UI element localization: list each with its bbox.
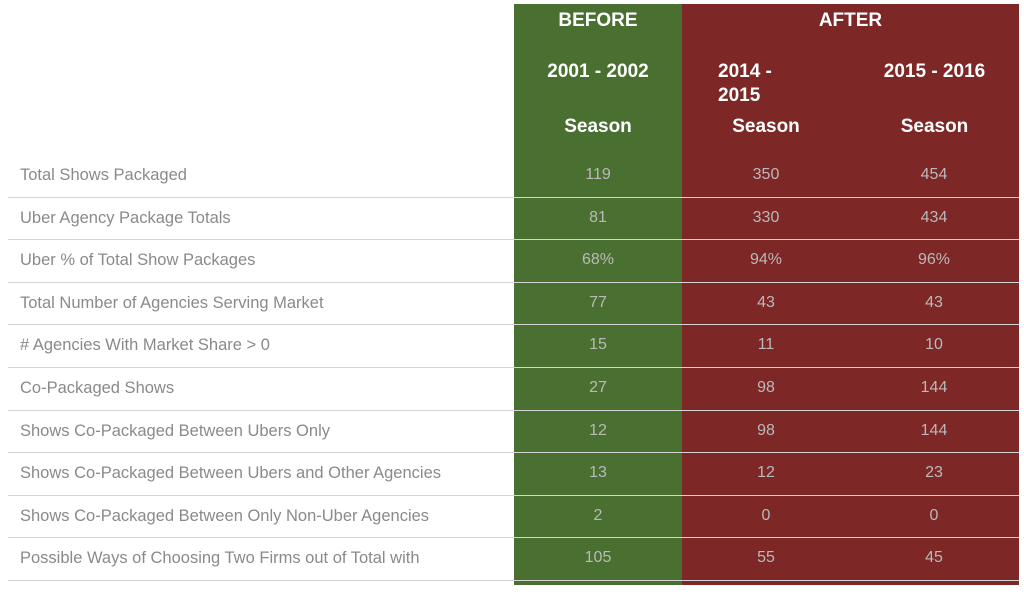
- row-label: Uber Agency Package Totals: [20, 209, 231, 227]
- table-cell: 350: [752, 166, 780, 183]
- table-row: Total Shows Packaged 119 350 454: [0, 154, 1024, 196]
- table-cell: 43: [757, 294, 775, 311]
- table-row: Uber Agency Package Totals 81 330 434: [0, 197, 1024, 239]
- row-label: Total Number of Agencies Serving Market: [20, 294, 324, 312]
- table-cell: 11: [757, 336, 775, 353]
- table-row: Shows Co-Packaged Between Only Non-Uber …: [0, 495, 1024, 537]
- table-cell: 144: [920, 422, 948, 439]
- table-cell: 98: [757, 379, 775, 396]
- table-cell: 330: [752, 209, 780, 226]
- group-header-before: BEFORE: [558, 10, 638, 31]
- table-cell: 98: [757, 422, 775, 439]
- row-label: # Agencies With Market Share > 0: [20, 336, 270, 354]
- table-cell: 105: [584, 549, 612, 566]
- table-cell: 15: [589, 336, 607, 353]
- row-divider: [8, 410, 1019, 411]
- table-row: # Agencies With Market Share > 0 15 11 10: [0, 324, 1024, 366]
- table-cell: 77: [589, 294, 607, 311]
- table-cell: 94%: [749, 251, 783, 268]
- table-cell: 434: [920, 209, 948, 226]
- table-cell: 68%: [581, 251, 615, 268]
- column-header-period: 2015 - 2016: [883, 61, 986, 82]
- row-label: Total Shows Packaged: [20, 166, 187, 184]
- table-cell: 45: [925, 549, 943, 566]
- row-label: Shows Co-Packaged Between Ubers Only: [20, 422, 330, 440]
- table-cell: 2: [593, 507, 603, 524]
- row-divider: [8, 537, 1019, 538]
- table-cell: 55: [757, 549, 775, 566]
- row-divider: [8, 495, 1019, 496]
- column-header-period-line2: 2015: [718, 85, 761, 106]
- after-column-band: [682, 4, 1019, 585]
- table-cell: 81: [589, 209, 607, 226]
- table-cell: 43: [925, 294, 943, 311]
- column-header-period: 2001 - 2002: [547, 61, 649, 82]
- column-header-period: 2014 -: [718, 61, 772, 82]
- row-divider: [8, 324, 1019, 325]
- table-cell: 13: [589, 464, 607, 481]
- row-divider: [8, 452, 1019, 453]
- table-cell: 119: [585, 166, 611, 183]
- before-column-band: [514, 4, 682, 585]
- table-row: Uber % of Total Show Packages 68% 94% 96%: [0, 239, 1024, 281]
- table-cell: 10: [925, 336, 943, 353]
- table-cell: 23: [925, 464, 943, 481]
- row-label: Possible Ways of Choosing Two Firms out …: [20, 549, 420, 567]
- table-cell: 0: [929, 507, 939, 524]
- row-divider: [8, 282, 1019, 283]
- table-cell: 96%: [917, 251, 951, 268]
- table-row: Shows Co-Packaged Between Ubers Only 12 98…: [0, 410, 1024, 452]
- table-row: Co-Packaged Shows 27 98 144: [0, 367, 1024, 409]
- table-cell: 27: [589, 379, 607, 396]
- table-row: Total Number of Agencies Serving Market 7…: [0, 282, 1024, 324]
- table-cell: 0: [761, 507, 771, 524]
- table-row: Shows Co-Packaged Between Ubers and Othe…: [0, 452, 1024, 494]
- row-label: Uber % of Total Show Packages: [20, 251, 256, 269]
- row-divider: [8, 367, 1019, 368]
- group-header-after: AFTER: [818, 10, 883, 31]
- column-header-season: Season: [564, 116, 632, 137]
- table-cell: 454: [920, 166, 948, 183]
- row-label: Co-Packaged Shows: [20, 379, 175, 397]
- row-divider: [8, 239, 1019, 240]
- table-cell: 144: [920, 379, 948, 396]
- table-row: Possible Ways of Choosing Two Firms out …: [0, 537, 1024, 579]
- table-cell: 12: [757, 464, 775, 481]
- row-label: Shows Co-Packaged Between Ubers and Othe…: [20, 464, 441, 482]
- column-header-season: Season: [732, 116, 800, 137]
- table-cell: 12: [589, 422, 607, 439]
- column-header-season: Season: [900, 116, 969, 137]
- row-divider: [8, 197, 1019, 198]
- row-label: Shows Co-Packaged Between Only Non-Uber …: [20, 507, 430, 525]
- row-divider: [8, 580, 1019, 581]
